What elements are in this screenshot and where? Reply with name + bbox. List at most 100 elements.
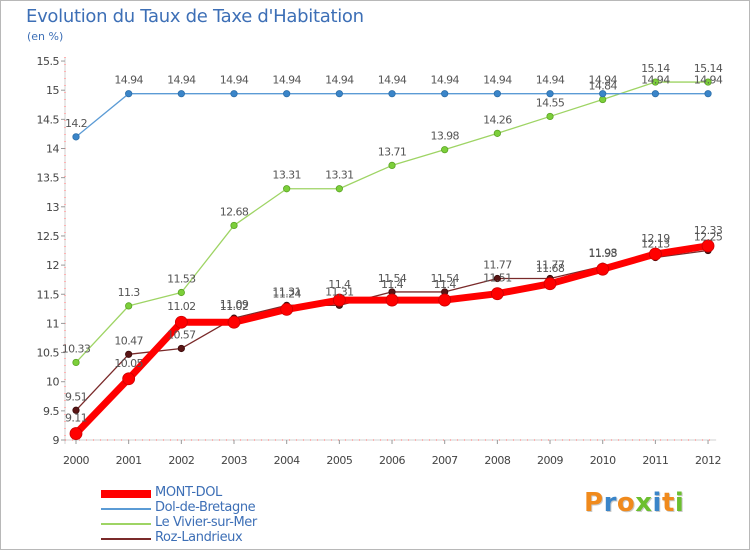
point-le-vivier-sur-mer [651, 78, 659, 86]
data-label-dol-de-bretagne: 14.94 [378, 74, 407, 87]
data-label-mont-dol: 11.4 [381, 278, 404, 291]
data-label-le-vivier-sur-mer: 10.33 [62, 342, 91, 355]
data-label-dol-de-bretagne: 14.94 [272, 74, 301, 87]
chart-subtitle: (en %) [27, 30, 64, 43]
y-tick-label: 13 [46, 201, 59, 214]
logo-letter: x [635, 488, 653, 518]
point-dol-de-bretagne [72, 133, 80, 141]
data-label-roz-landrieux: 11.54 [378, 272, 407, 285]
series-line-le-vivier-sur-mer [75, 81, 709, 364]
series-line-dol-de-bretagne [75, 93, 709, 138]
point-mont-dol [227, 315, 241, 329]
data-label-roz-landrieux: 12.13 [641, 238, 670, 251]
data-label-mont-dol: 12.33 [694, 224, 723, 237]
data-label-le-vivier-sur-mer: 14.84 [588, 80, 617, 93]
data-label-mont-dol: 11.02 [220, 300, 249, 313]
y-tick-label: 11.5 [37, 288, 60, 301]
point-le-vivier-sur-mer [125, 302, 133, 310]
point-dol-de-bretagne [441, 90, 449, 98]
logo-letter: o [616, 488, 636, 518]
point-dol-de-bretagne [493, 90, 501, 98]
logo-letter: P [584, 488, 604, 518]
point-mont-dol [122, 372, 136, 386]
data-label-dol-de-bretagne: 14.94 [483, 74, 512, 87]
data-label-roz-landrieux: 9.51 [65, 390, 87, 403]
data-label-le-vivier-sur-mer: 14.55 [536, 96, 565, 109]
x-tick-label: 2007 [432, 454, 458, 467]
point-mont-dol [438, 293, 452, 307]
data-label-mont-dol: 11.93 [588, 247, 617, 260]
point-mont-dol [596, 262, 610, 276]
data-label-mont-dol: 11.02 [167, 300, 196, 313]
data-label-dol-de-bretagne: 14.94 [325, 74, 354, 87]
x-tick-label: 2009 [537, 454, 563, 467]
legend-label-mont-dol: MONT-DOL [155, 485, 222, 500]
y-tick-label: 15.5 [37, 55, 60, 68]
x-tick-label: 2005 [326, 454, 352, 467]
legend-label-le-vivier-sur-mer: Le Vivier-sur-Mer [155, 515, 257, 530]
y-tick-label: 11 [46, 317, 59, 330]
data-label-le-vivier-sur-mer: 13.31 [325, 169, 354, 182]
y-tick-label: 15 [46, 84, 59, 97]
legend-label-roz-landrieux: Roz-Landrieux [155, 530, 243, 545]
x-tick-label: 2004 [274, 454, 300, 467]
data-label-le-vivier-sur-mer: 12.68 [220, 205, 249, 218]
data-label-mont-dol: 11.4 [434, 278, 457, 291]
data-label-le-vivier-sur-mer: 13.71 [378, 145, 407, 158]
x-tick-label: 2012 [695, 454, 721, 467]
data-label-dol-de-bretagne: 14.94 [220, 74, 249, 87]
data-label-roz-landrieux: 11.09 [220, 298, 249, 311]
point-dol-de-bretagne [651, 90, 659, 98]
point-roz-landrieux [72, 406, 80, 414]
point-dol-de-bretagne [125, 90, 133, 98]
data-label-roz-landrieux: 11.98 [588, 246, 617, 259]
legend-swatch-le-vivier-sur-mer [101, 523, 151, 525]
point-le-vivier-sur-mer [388, 161, 396, 170]
data-label-roz-landrieux: 10.57 [167, 328, 196, 341]
x-tick-label: 2008 [484, 454, 510, 467]
data-label-mont-dol: 10.05 [114, 357, 143, 370]
data-label-dol-de-bretagne: 14.94 [167, 74, 196, 87]
point-roz-landrieux [493, 274, 501, 283]
point-le-vivier-sur-mer [493, 129, 501, 137]
point-le-vivier-sur-mer [72, 358, 80, 367]
data-label-le-vivier-sur-mer: 11.53 [167, 273, 196, 286]
point-dol-de-bretagne [283, 90, 291, 98]
data-label-le-vivier-sur-mer: 13.31 [272, 169, 301, 182]
data-label-mont-dol: 9.11 [65, 412, 87, 425]
data-label-mont-dol: 12.19 [641, 232, 670, 245]
legend-swatch-dol-de-bretagne [101, 508, 151, 510]
data-label-roz-landrieux: 12.25 [694, 231, 723, 244]
point-roz-landrieux [125, 350, 133, 358]
logo-letter: t [661, 488, 675, 518]
data-label-roz-landrieux: 11.31 [272, 285, 301, 298]
logo-letter: i [652, 488, 662, 518]
data-label-dol-de-bretagne: 14.94 [588, 74, 617, 87]
point-mont-dol [648, 247, 662, 261]
data-label-roz-landrieux: 10.47 [114, 334, 143, 347]
point-dol-de-bretagne [546, 90, 554, 98]
data-label-roz-landrieux: 11.77 [483, 259, 512, 272]
data-label-roz-landrieux: 11.77 [536, 259, 565, 272]
y-tick-label: 9 [53, 434, 60, 447]
data-label-le-vivier-sur-mer: 15.14 [641, 62, 670, 75]
data-label-roz-landrieux: 11.54 [430, 272, 459, 285]
legend-swatch-roz-landrieux [101, 538, 151, 540]
data-label-mont-dol: 11.24 [272, 287, 301, 300]
point-mont-dol [701, 239, 715, 253]
x-tick-label: 2011 [642, 454, 668, 467]
data-label-dol-de-bretagne: 14.94 [114, 74, 143, 87]
data-label-le-vivier-sur-mer: 14.26 [483, 113, 512, 126]
y-tick-label: 12.5 [37, 230, 60, 243]
point-le-vivier-sur-mer [546, 112, 554, 121]
chart-title: Evolution du Taux de Taxe d'Habitation [26, 6, 364, 27]
point-roz-landrieux [177, 344, 185, 353]
data-label-dol-de-bretagne: 14.94 [430, 74, 459, 87]
proxiti-logo: Proxiti [584, 488, 684, 518]
y-tick-label: 10.5 [37, 347, 60, 360]
legend-swatch-mont-dol [101, 490, 151, 498]
data-label-mont-dol: 11.4 [328, 278, 351, 291]
point-mont-dol [490, 287, 504, 301]
point-le-vivier-sur-mer [177, 288, 185, 297]
